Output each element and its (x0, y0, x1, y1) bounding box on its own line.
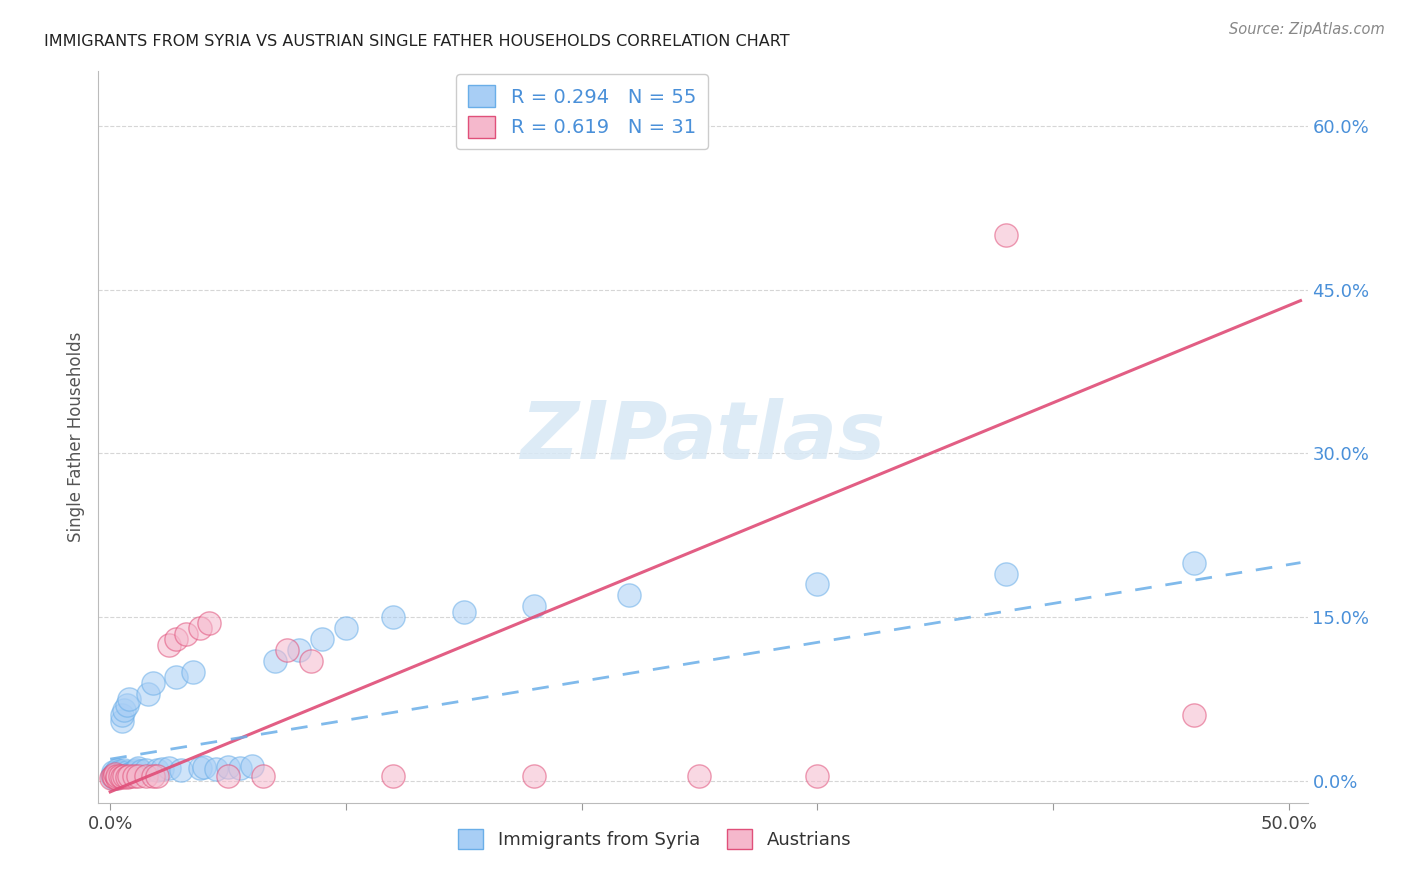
Point (806, 768, 828, 782)
Point (165, 670, 187, 684)
Point (111, 708, 134, 723)
Point (188, 621, 211, 635)
Point (276, 643, 298, 657)
Point (252, 768, 274, 782)
Point (112, 763, 135, 777)
Point (142, 675, 165, 690)
Point (994, 566, 1017, 581)
Point (129, 764, 152, 779)
Point (217, 768, 239, 782)
Point (101, 768, 124, 782)
Point (157, 761, 180, 775)
Point (111, 770, 134, 784)
Point (112, 703, 135, 717)
Point (335, 621, 357, 635)
Point (127, 761, 149, 775)
Point (229, 761, 252, 775)
Point (108, 768, 131, 782)
Point (115, 770, 138, 784)
Point (523, 599, 546, 614)
Point (382, 768, 405, 782)
Point (157, 638, 180, 652)
Point (110, 766, 132, 780)
Point (136, 687, 159, 701)
Point (688, 768, 710, 782)
Point (205, 762, 228, 776)
Point (103, 770, 125, 784)
Point (107, 767, 129, 781)
Point (118, 768, 141, 782)
Point (125, 763, 148, 777)
Point (101, 768, 124, 782)
Point (135, 768, 157, 782)
Point (198, 615, 221, 630)
Point (217, 760, 239, 774)
Point (101, 765, 124, 780)
Point (104, 771, 127, 785)
Text: ZIPatlas: ZIPatlas (520, 398, 886, 476)
Point (111, 714, 134, 728)
Point (170, 763, 193, 777)
Point (523, 768, 546, 782)
Point (240, 758, 263, 772)
Point (382, 610, 405, 624)
Point (115, 765, 138, 780)
Point (104, 768, 127, 782)
Point (122, 765, 145, 780)
Point (146, 768, 169, 782)
Point (112, 768, 135, 782)
Point (120, 766, 142, 780)
Point (1184, 708, 1206, 723)
Point (287, 643, 309, 657)
Point (299, 654, 322, 668)
Point (108, 768, 131, 782)
Point (104, 766, 127, 780)
Point (100, 771, 122, 785)
Text: Source: ZipAtlas.com: Source: ZipAtlas.com (1229, 22, 1385, 37)
Point (264, 654, 287, 668)
Point (103, 770, 125, 784)
Point (135, 763, 157, 777)
Point (181, 665, 204, 679)
Point (146, 763, 169, 777)
Point (193, 760, 215, 774)
Point (105, 768, 128, 782)
Point (103, 767, 125, 781)
Point (142, 768, 165, 782)
Point (1184, 556, 1206, 570)
Point (105, 768, 128, 782)
Text: IMMIGRANTS FROM SYRIA VS AUSTRIAN SINGLE FATHER HOUSEHOLDS CORRELATION CHART: IMMIGRANTS FROM SYRIA VS AUSTRIAN SINGLE… (44, 35, 790, 49)
Point (453, 605, 475, 619)
Point (104, 767, 127, 781)
Point (188, 761, 211, 775)
Point (105, 767, 128, 781)
Point (118, 692, 141, 706)
Point (806, 577, 828, 591)
Point (108, 764, 131, 779)
Legend: Immigrants from Syria, Austrians: Immigrants from Syria, Austrians (451, 822, 859, 856)
Point (105, 771, 128, 785)
Point (105, 763, 128, 777)
Point (174, 626, 197, 640)
Point (118, 767, 141, 781)
Point (311, 632, 333, 646)
Point (165, 632, 187, 646)
Y-axis label: Single Father Households: Single Father Households (67, 332, 86, 542)
Point (122, 768, 145, 782)
Point (617, 588, 640, 602)
Point (115, 698, 138, 712)
Point (105, 765, 128, 780)
Point (127, 768, 149, 782)
Point (150, 762, 173, 776)
Point (101, 771, 124, 785)
Point (994, 228, 1017, 243)
